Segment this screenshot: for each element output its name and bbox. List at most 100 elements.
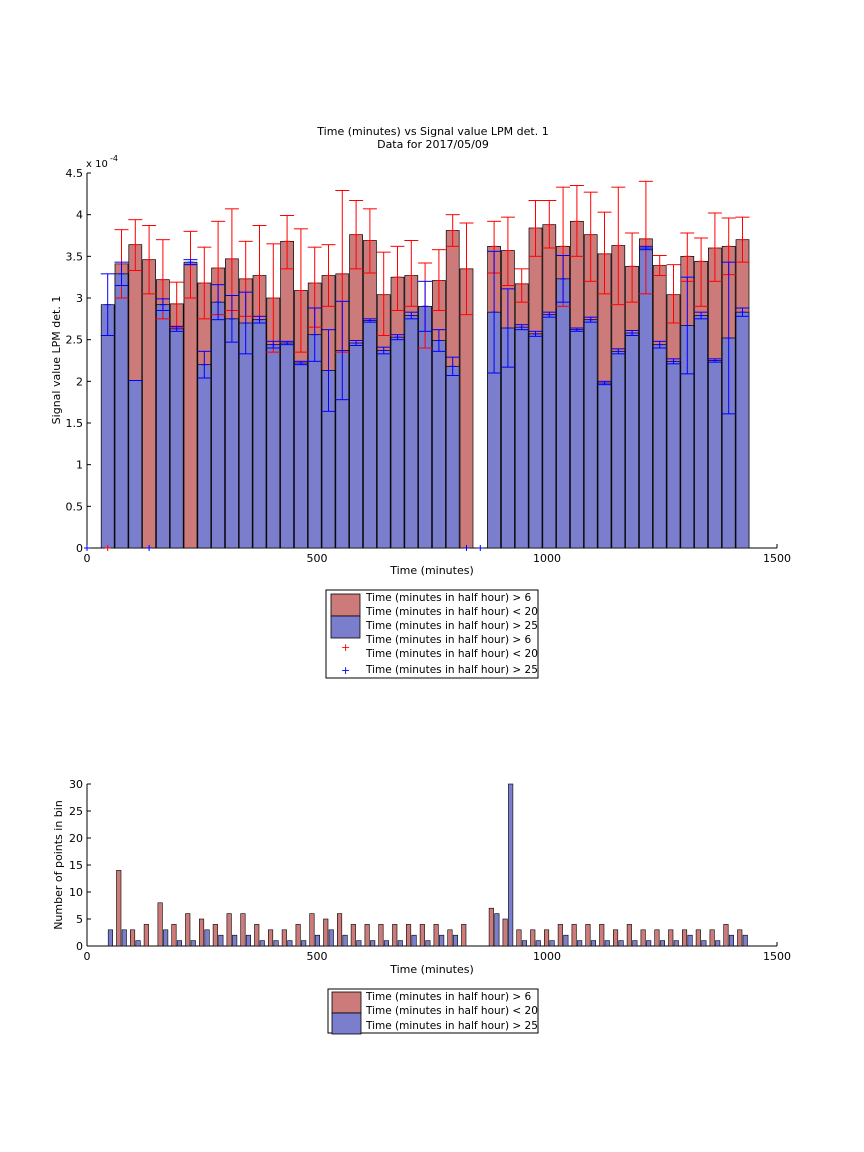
top-legend-entry-5: Time (minutes in half hour) < 20 (365, 648, 538, 660)
bottom-bar-red (654, 929, 660, 947)
bottom-bar-blue (508, 783, 514, 947)
top-bar-blue (156, 304, 170, 549)
top-legend-entry-3: Time (minutes in half hour) > 25 (365, 620, 538, 632)
bottom-bar-red (585, 924, 591, 947)
bottom-bar-blue (577, 940, 583, 947)
top-legend-box (325, 589, 539, 679)
top-bar-blue (197, 364, 212, 549)
bottom-bar-red (143, 924, 149, 947)
top-plot-area (84, 172, 778, 551)
top-bar-blue (514, 326, 529, 549)
bottom-bar-red (336, 913, 343, 947)
bottom-x-tick-label: 0 (84, 950, 91, 963)
top-zero-marker-blue (477, 545, 484, 551)
top-bar-blue (625, 332, 639, 549)
bottom-bar-red (350, 924, 356, 947)
bottom-legend-entry-2: Time (minutes in half hour) < 20 (365, 1005, 538, 1017)
top-chart-exponent-power: -4 (110, 154, 118, 163)
top-bar-blue (376, 350, 391, 549)
top-chart-title: Time (minutes) vs Signal value LPM det. … (316, 125, 548, 138)
bottom-bar-blue (618, 940, 624, 947)
bottom-x-tick-label: 500 (307, 950, 328, 963)
bottom-bar-blue (287, 940, 293, 947)
bottom-chart: 0 5 10 15 20 25 30 0 500 1000 1500 Time (minutes)… (52, 778, 792, 1035)
bottom-bar-blue (563, 934, 569, 947)
top-chart-xlabel: Time (minutes) (389, 564, 474, 577)
bottom-chart-ylabel: Number of points in bin (52, 800, 65, 930)
bottom-bar-red (185, 913, 191, 947)
bottom-bar-red (433, 924, 439, 947)
bottom-x-tick-labels: 0 500 1000 1500 (84, 950, 792, 963)
top-bar-blue (100, 304, 115, 549)
top-chart-subtitle: Data for 2017/05/09 (377, 138, 489, 151)
top-bar-blue (528, 333, 543, 549)
bottom-bar-red (226, 913, 232, 947)
top-bar-blue (114, 273, 129, 549)
bottom-bar-red (405, 924, 412, 947)
top-legend-swatch-blue (330, 615, 361, 639)
top-chart-exponent-base: x 10 (86, 159, 108, 170)
top-bar-blue (666, 360, 681, 549)
top-y-tick-label: 2 (76, 375, 83, 388)
top-legend: + + Time (minutes in half hour) > 6 Time… (325, 589, 539, 679)
bottom-legend-box (327, 988, 539, 1034)
top-bar-blue (128, 380, 143, 549)
top-zero-marker-red (104, 545, 111, 551)
bottom-bar-blue (452, 934, 459, 947)
bottom-bar-red (709, 929, 715, 947)
bottom-legend-entry-3: Time (minutes in half hour) > 25 (365, 1020, 538, 1032)
bottom-y-tick-label: 20 (69, 832, 83, 845)
bottom-legend: Time (minutes in half hour) > 6 Time (mi… (327, 988, 539, 1035)
bottom-bar-blue (687, 934, 693, 947)
top-bar-blue (583, 319, 598, 549)
bottom-bar-red (612, 929, 619, 947)
top-legend-plus-red: + (341, 641, 350, 654)
top-legend-entry-6: Time (minutes in half hour) > 25 (365, 664, 538, 676)
top-bar-blue (363, 320, 377, 549)
bottom-bar-red (171, 924, 177, 947)
top-bar-blue (238, 322, 253, 549)
bottom-bar-red (130, 929, 136, 947)
bottom-bar-blue (107, 929, 113, 947)
bottom-bar-red (281, 929, 287, 947)
bottom-bar-blue (273, 940, 279, 947)
bottom-bar-red (364, 924, 370, 947)
bottom-bar-blue (590, 940, 597, 947)
bottom-bar-blue (701, 940, 707, 947)
bottom-y-tick-labels: 0 5 10 15 20 25 30 (69, 778, 83, 953)
bottom-x-tick-label: 1000 (533, 950, 561, 963)
top-bar-blue (294, 362, 308, 549)
bottom-bar-red (488, 907, 494, 947)
bottom-bar-blue (218, 934, 224, 947)
bottom-bar-blue (370, 940, 376, 947)
top-y-tick-label: 1.5 (66, 417, 84, 430)
top-bar-blue (266, 344, 281, 549)
bottom-bar-red (323, 918, 329, 947)
bottom-bar-blue (314, 934, 321, 947)
top-bar-blue (307, 334, 322, 549)
top-bar-blue (556, 278, 570, 549)
top-bar-blue (280, 342, 294, 549)
bottom-y-tick-label: 15 (69, 859, 83, 872)
bottom-legend-swatch-red (331, 991, 362, 1014)
bottom-bar-red (640, 929, 646, 947)
top-bar-blue (390, 336, 405, 549)
bottom-bar-blue (646, 940, 652, 947)
bottom-bar-blue (204, 929, 210, 947)
bottom-x-tick-label: 1500 (763, 950, 791, 963)
top-x-tick-labels: 0 500 1000 1500 (84, 552, 792, 565)
bottom-bar-blue (135, 940, 141, 947)
bottom-bar-blue (425, 940, 431, 947)
top-x-tick-label: 0 (84, 552, 91, 565)
top-zero-marker-blue (463, 545, 470, 551)
bottom-bar-blue (259, 940, 265, 947)
top-legend-entry-4: Time (minutes in half hour) > 6 (365, 634, 532, 646)
bottom-bar-blue (301, 940, 307, 947)
bottom-bar-blue (535, 940, 541, 947)
top-bar-blue (225, 318, 239, 549)
top-legend-plus-blue: + (341, 664, 350, 677)
bottom-bar-red (681, 929, 688, 947)
top-bar-blue (611, 350, 626, 549)
bottom-bar-red (516, 929, 522, 947)
bottom-bar-blue (245, 934, 251, 947)
